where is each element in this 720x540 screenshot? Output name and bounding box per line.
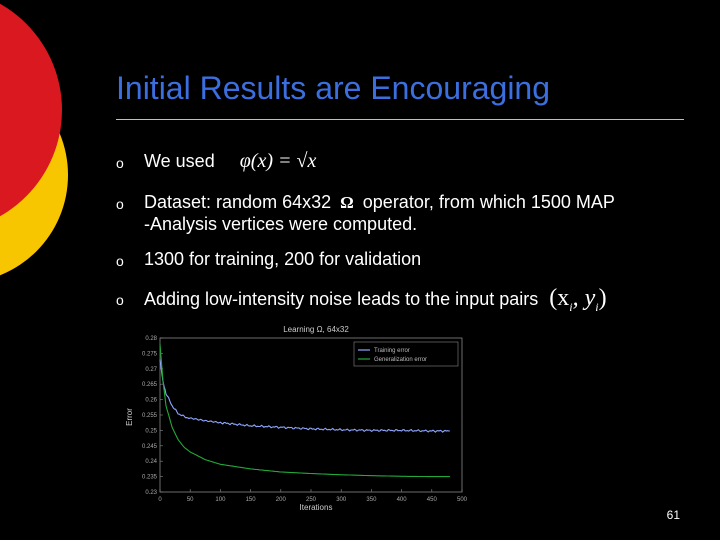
y-tick-label: 0.28 bbox=[145, 336, 157, 342]
bullet-2-line2: -Analysis vertices were computed. bbox=[144, 214, 418, 234]
y-tick-label: 0.23 bbox=[145, 490, 157, 496]
bullet-marker: o bbox=[116, 155, 124, 171]
y-tick-label: 0.25 bbox=[145, 428, 157, 434]
slide-number: 61 bbox=[666, 508, 680, 522]
phi-formula: φ(x) = √x bbox=[239, 150, 317, 172]
bullet-1-text: We used bbox=[144, 151, 215, 171]
y-tick-label: 0.24 bbox=[145, 459, 157, 465]
y-tick-label: 0.255 bbox=[142, 413, 158, 419]
y-tick-label: 0.27 bbox=[145, 367, 157, 373]
slide-title: Initial Results are Encouraging bbox=[116, 70, 551, 106]
y-tick-label: 0.275 bbox=[142, 351, 158, 357]
bullet-marker: o bbox=[116, 253, 124, 269]
legend-label: Training error bbox=[374, 348, 410, 354]
x-tick-label: 250 bbox=[306, 497, 317, 503]
bullet-2-text: Dataset: random 64x32 bbox=[144, 192, 332, 212]
chart-title: Learning Ω, 64x32 bbox=[283, 325, 349, 334]
y-axis-label: Error bbox=[126, 408, 134, 426]
x-tick-label: 50 bbox=[187, 497, 194, 503]
red-circle bbox=[0, 3, 62, 217]
y-tick-label: 0.235 bbox=[142, 475, 158, 481]
x-tick-label: 200 bbox=[276, 497, 287, 503]
omega-symbol: Ω bbox=[340, 193, 354, 212]
series-line-training bbox=[159, 359, 450, 433]
learning-chart: Learning Ω, 64x32 Error Iterations 0 50 10… bbox=[126, 322, 472, 512]
y-tick-label: 0.265 bbox=[142, 382, 158, 388]
series-line-generalization bbox=[159, 344, 450, 478]
y-tick-label: 0.26 bbox=[145, 398, 157, 404]
bullet-3-text: 1300 for training, 200 for validation bbox=[144, 249, 422, 269]
x-axis-label: Iterations bbox=[300, 503, 333, 512]
bullet-4-text: Adding low-intensity noise leads to the … bbox=[144, 289, 539, 309]
legend-label: Generalization error bbox=[374, 357, 427, 363]
x-tick-label: 0 bbox=[158, 497, 162, 503]
pair-open-paren: (xi, yi) bbox=[549, 285, 607, 314]
decorative-circles bbox=[0, 3, 68, 276]
x-tick-label: 350 bbox=[366, 497, 377, 503]
x-tick-label: 450 bbox=[427, 497, 438, 503]
title-divider bbox=[116, 119, 684, 120]
x-tick-label: 100 bbox=[215, 497, 226, 503]
bullet-2-text-cont: operator, from which 1500 MAP bbox=[362, 192, 615, 212]
x-tick-label: 150 bbox=[246, 497, 257, 503]
x-tick-label: 500 bbox=[457, 497, 468, 503]
x-tick-label: 400 bbox=[397, 497, 408, 503]
bullet-marker: o bbox=[116, 292, 124, 308]
bullet-marker: o bbox=[116, 196, 124, 212]
y-tick-label: 0.245 bbox=[142, 444, 158, 450]
legend-box bbox=[353, 341, 459, 367]
x-tick-label: 300 bbox=[336, 497, 347, 503]
chart-plot-area: 0 50 100 150 200 250 300 350 400 450 500 0.23 0.235 0… bbox=[142, 336, 468, 503]
